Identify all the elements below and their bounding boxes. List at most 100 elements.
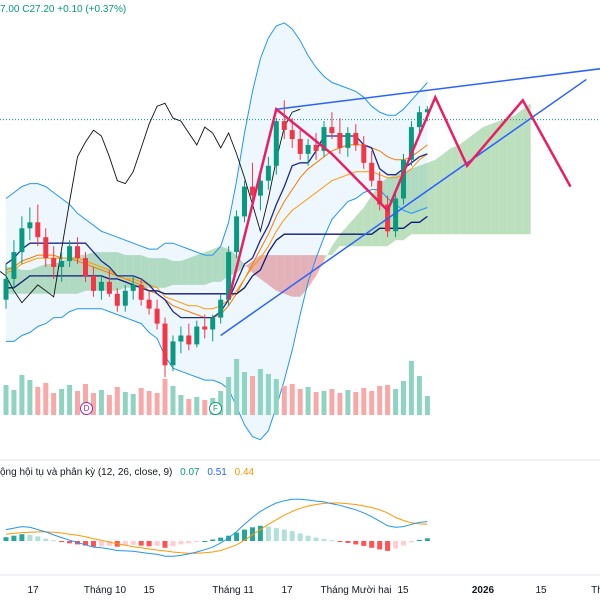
cloud-segment [339, 225, 348, 247]
candle-body [122, 290, 128, 306]
macd-histogram-bar [178, 541, 184, 545]
candle-body [408, 127, 414, 160]
cloud-segment [324, 246, 332, 261]
macd-histogram-bar [281, 529, 287, 541]
cloud-segment [300, 255, 309, 297]
volume-bar [393, 389, 399, 415]
macd-histogram-bar [218, 537, 224, 541]
candle-body [59, 261, 65, 267]
ohlc-legend: 7.00 C27.20 +0.10 (+0.37%) [0, 4, 126, 15]
x-tick-label: 15 [397, 585, 409, 596]
macd-histogram-bar [250, 527, 255, 541]
cloud-segment [276, 255, 285, 294]
volume-bar [313, 392, 319, 415]
volume-bar [408, 361, 414, 415]
x-tick-label: Tháng Mười hai [320, 585, 392, 596]
candle-body [83, 258, 88, 276]
volume-bar [416, 376, 422, 415]
candle-body [3, 278, 9, 300]
candle-body [289, 130, 295, 139]
candle-body [226, 252, 232, 300]
volume-bar [51, 393, 57, 415]
cloud-segment [451, 144, 460, 235]
candle-body [146, 299, 152, 309]
x-tick-label: 15 [143, 585, 155, 596]
x-tick-label: Tháng 11 [212, 585, 254, 596]
volume-bar [226, 377, 232, 415]
candle-body [98, 281, 104, 291]
candle-body [91, 275, 96, 291]
macd-histogram-bar [265, 526, 271, 541]
cloud-segment [212, 246, 221, 282]
cloud-segment [483, 124, 491, 235]
dividend-event-label: D [83, 404, 90, 413]
candle-body [416, 112, 422, 128]
zigzag-pattern [227, 94, 572, 301]
candle-body [210, 317, 216, 330]
candle-body [353, 133, 359, 145]
candle-body [170, 341, 176, 366]
candle-body [281, 121, 287, 130]
macd-histogram-bar [59, 541, 65, 543]
cloud-segment [173, 261, 181, 285]
volume-bar [122, 392, 128, 415]
cloud-segment [475, 127, 483, 235]
macd-histogram-bar [361, 541, 367, 546]
candle-body [345, 133, 351, 148]
candle-body [43, 237, 49, 258]
candle-body [329, 127, 335, 134]
macd-histogram-bar [424, 538, 430, 541]
macd-line-value: 0.51 [207, 467, 227, 478]
candle-body [393, 198, 399, 232]
volume-bar [329, 389, 335, 415]
volume-bar [154, 393, 160, 415]
cloud-segment [292, 255, 301, 297]
bollinger-upper-line [5, 22, 428, 256]
macd-histogram-bar [345, 541, 351, 543]
macd-histogram-bar [289, 531, 295, 541]
cloud-segment [165, 258, 173, 288]
macd-histogram-bar [297, 533, 303, 541]
financial-event-marker[interactable]: F [209, 402, 222, 415]
cloud-segment [522, 103, 531, 235]
volume-bar [186, 399, 192, 415]
macd-histogram-bar [98, 541, 104, 547]
volume-bar [91, 393, 96, 415]
macd-histogram-bar [273, 528, 279, 541]
dividend-event-marker[interactable]: D [80, 402, 93, 415]
kijun-line [6, 215, 428, 295]
macd-histogram-bar [162, 541, 168, 548]
volume-bar [67, 385, 73, 415]
macd-histogram-bar [202, 541, 208, 542]
macd-histogram-bar [257, 525, 263, 541]
macd-histogram-bar [369, 541, 375, 548]
cloud-segment [514, 109, 523, 235]
x-tick-label: Th [591, 585, 600, 596]
volume-bar [178, 395, 184, 415]
macd-histogram-bar [210, 539, 216, 541]
macd-histogram-bar [11, 535, 17, 541]
cloud-segment [196, 252, 205, 285]
macd-histogram-bar [3, 537, 9, 541]
candle-body [130, 284, 136, 291]
cloud-segment [204, 249, 213, 285]
candle-body [242, 186, 247, 217]
volume-bar [337, 393, 343, 415]
candle-body [75, 246, 80, 259]
volume-bar [305, 387, 311, 415]
volume-bar [83, 384, 88, 415]
cloud-segment [331, 234, 340, 256]
candle-body [369, 162, 375, 181]
cloud-segment [419, 162, 428, 235]
candle-body [202, 326, 208, 330]
macd-histogram-bar [242, 529, 247, 541]
macd-histogram-bar [305, 535, 311, 541]
macd-histogram-bar [353, 541, 359, 545]
cloud-segment [45, 264, 54, 294]
macd-histogram-bar [416, 539, 422, 541]
volume-bar [114, 387, 120, 415]
candle-body [27, 222, 33, 229]
candle-body [154, 308, 160, 324]
